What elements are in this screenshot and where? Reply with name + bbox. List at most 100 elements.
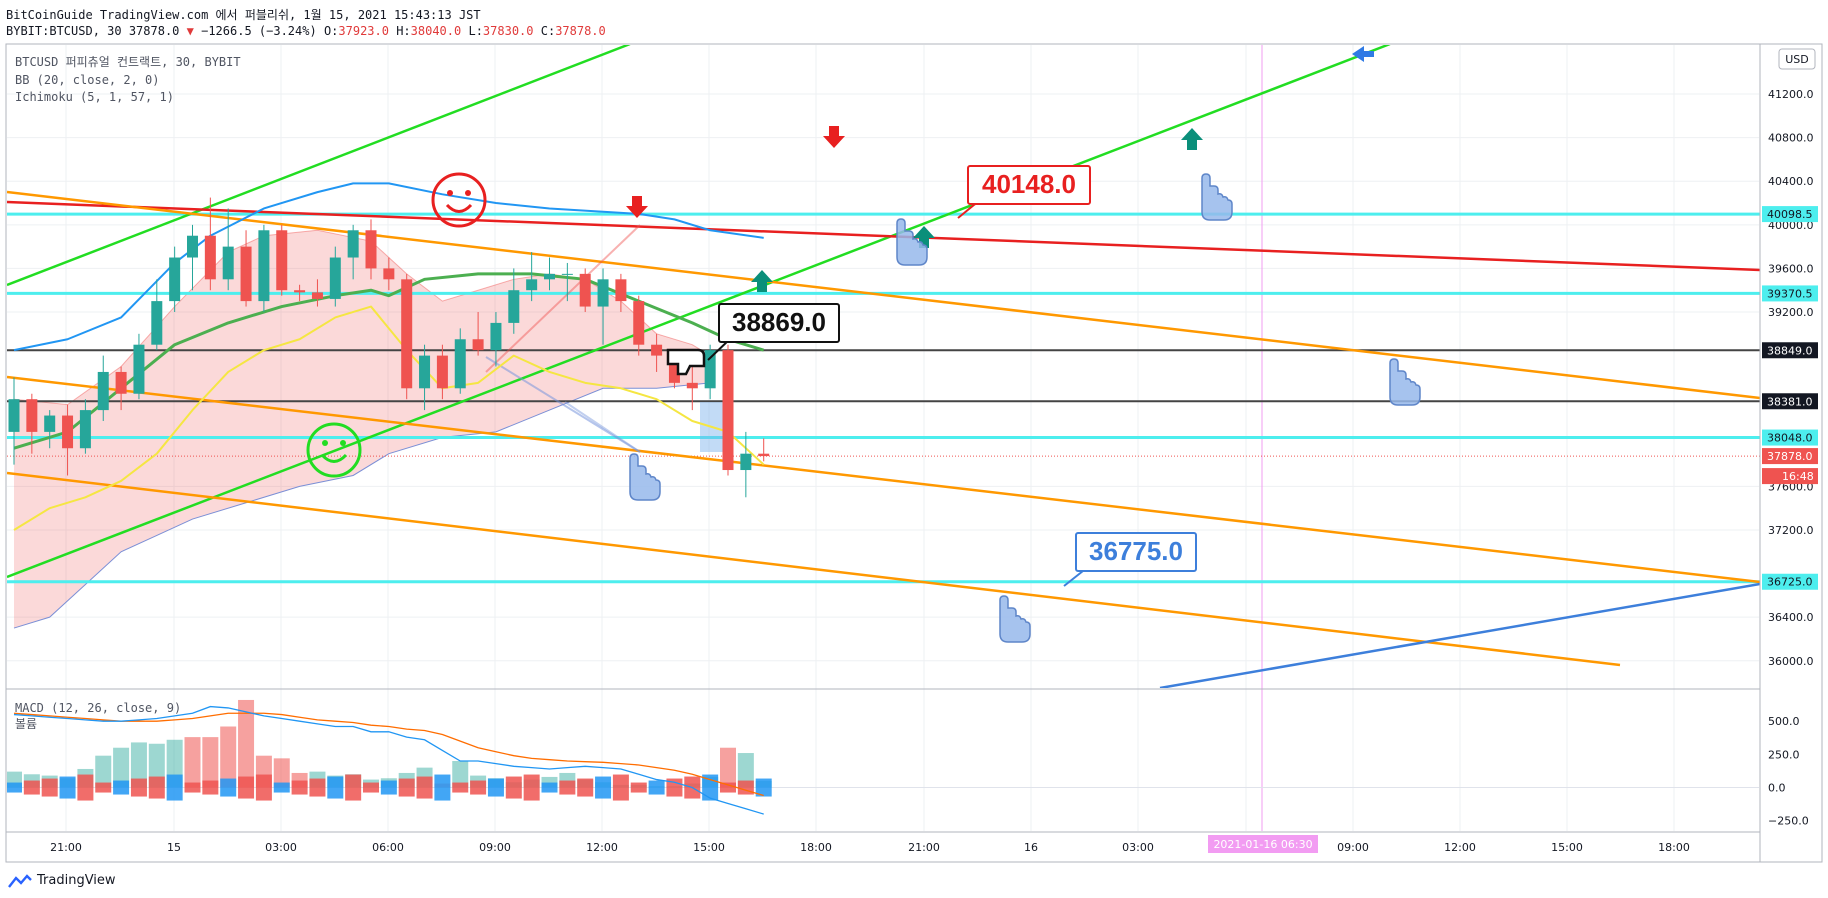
smiley-eye: [447, 190, 453, 196]
macd-histogram-bar: [309, 778, 326, 797]
price-label-bg: [1762, 393, 1818, 410]
open-value: 37923.0: [338, 24, 389, 38]
crosshair-time-bg: [1208, 835, 1318, 853]
candle: [454, 328, 466, 394]
crosshair-time-text: 2021-01-16 06:30: [1213, 838, 1312, 851]
candle: [490, 312, 502, 367]
change-down-icon: ▼: [186, 24, 194, 38]
candle-body: [454, 339, 466, 389]
macd-pane[interactable]: [6, 699, 1759, 815]
candle-body: [597, 279, 609, 307]
price-label-text: 38381.0: [1767, 395, 1813, 408]
macd-histogram-bar: [23, 780, 40, 795]
macd-histogram-bar: [630, 782, 647, 793]
legend-volume: 볼륨: [15, 717, 37, 731]
macd-axis[interactable]: 500.0 250.0 0.0 −250.0: [1768, 715, 1809, 828]
volume-bar: [273, 758, 290, 788]
price-label-bg: [1762, 285, 1818, 302]
green-channel-lower: [7, 45, 1391, 579]
candle: [62, 404, 74, 476]
macd-histogram-bar: [345, 774, 362, 801]
candle-body: [294, 290, 306, 293]
countdown-bg: [1762, 468, 1818, 485]
candle-body: [633, 301, 645, 345]
forecast-arrow-down: [485, 356, 641, 453]
candle: [187, 224, 198, 291]
price-label-38048.0: 38048.0: [1762, 429, 1818, 446]
pointing-hand-icon: [1201, 173, 1233, 221]
candle-body: [365, 230, 377, 269]
candle: [526, 252, 538, 302]
candle-body: [579, 273, 591, 307]
candle-body: [651, 344, 663, 356]
time-tick: 15:00: [1551, 841, 1583, 854]
price-label-37878.0: 37878.0: [1762, 448, 1818, 465]
candle: [133, 333, 145, 400]
time-tick: 16: [1024, 841, 1038, 854]
candle-body: [401, 279, 413, 389]
macd-histogram-bar: [363, 782, 379, 793]
price-label-bg: [1762, 342, 1818, 359]
candle: [276, 224, 288, 296]
currency-badge[interactable]: USD: [1778, 48, 1816, 70]
legend-ichimoku: Ichimoku (5, 1, 57, 1): [15, 90, 174, 104]
callout-box: [718, 303, 840, 343]
price-tick: 41200.0: [1768, 88, 1814, 101]
candle-body: [8, 399, 20, 432]
time-tick: 09:00: [1337, 841, 1369, 854]
candle: [633, 295, 645, 356]
legend-macd: MACD (12, 26, close, 9): [15, 701, 181, 715]
candle: [258, 224, 270, 313]
price-tick: 37200.0: [1768, 524, 1814, 537]
macd-tick: −250.0: [1768, 815, 1809, 828]
price-axis[interactable]: 41200.040800.040400.040000.039600.039200…: [1762, 88, 1818, 668]
orange-line-1: [7, 190, 1760, 400]
macd-line: [13, 705, 764, 815]
candle: [294, 284, 306, 302]
price-change: −1266.5 (−3.24%): [201, 24, 317, 38]
candle-body: [561, 273, 573, 275]
volume-bar: [541, 776, 558, 788]
candle-body: [204, 235, 216, 280]
candle-body: [222, 246, 234, 280]
macd-histogram-bar: [130, 778, 147, 797]
price-label-text: 39370.5: [1767, 287, 1813, 300]
candle: [597, 268, 609, 345]
candle: [615, 273, 627, 313]
macd-histogram-bar: [380, 780, 397, 795]
candle: [151, 279, 163, 351]
macd-histogram-bar: [41, 778, 58, 797]
crosshair-time-label: 2021-01-16 06:30: [1208, 835, 1318, 853]
volume-bar: [452, 761, 469, 788]
candles[interactable]: [8, 197, 770, 498]
tradingview-brand[interactable]: TradingView: [8, 873, 116, 888]
callout-text: 36775.0: [1089, 536, 1183, 566]
macd-histogram-bar: [184, 782, 201, 793]
macd-histogram-bar: [148, 776, 165, 799]
callout-38869: 38869.0: [707, 303, 840, 361]
macd-histogram-bar: [720, 782, 736, 793]
cloud-fill: [14, 230, 711, 629]
volume-bar: [220, 726, 237, 788]
macd-tick: 0.0: [1768, 782, 1786, 795]
symbol-label: BYBIT:BTCUSD, 30: [6, 24, 122, 38]
price-tick: 39200.0: [1768, 306, 1814, 319]
time-tick: 06:00: [372, 841, 404, 854]
macd-histogram-bar: [59, 776, 76, 799]
horizontal-levels: [7, 212, 1760, 584]
red-resistance-line: [7, 200, 1760, 272]
time-tick: 12:00: [586, 841, 618, 854]
candle-body: [311, 292, 323, 299]
candle-body: [115, 371, 127, 394]
candle-body: [472, 339, 484, 351]
macd-histogram-bar: [612, 774, 629, 801]
currency-label: USD: [1785, 53, 1809, 66]
macd-histogram-bar: [113, 780, 130, 795]
time-axis[interactable]: 21:00 15 03:00 06:00 09:00 12:00 15:00 18:00 21:…: [50, 835, 1690, 854]
candle: [436, 344, 448, 400]
price-label-bg: [1762, 206, 1818, 223]
macd-histogram-bar: [166, 774, 183, 801]
arrow-down-red-icon: [626, 196, 648, 218]
ohlc-readout: BYBIT:BTCUSD, 30 37878.0 ▼ −1266.5 (−3.2…: [6, 24, 606, 38]
